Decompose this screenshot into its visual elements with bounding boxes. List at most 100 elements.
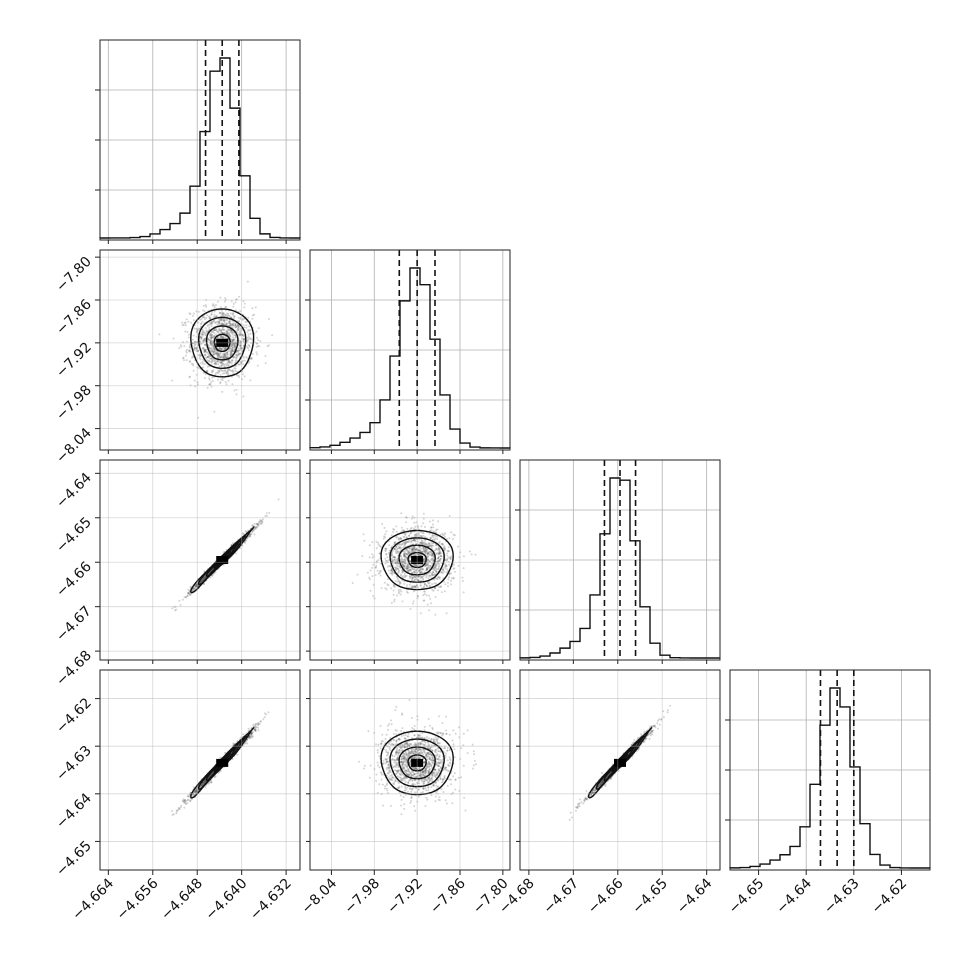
sample-point — [242, 356, 245, 359]
sample-point — [408, 583, 411, 586]
sample-point — [248, 325, 251, 328]
sample-point — [435, 565, 438, 568]
sample-point — [216, 360, 219, 363]
sample-point — [212, 346, 215, 349]
sample-point — [412, 590, 415, 593]
sample-point — [231, 343, 234, 346]
sample-point — [197, 354, 200, 357]
sample-point — [433, 569, 436, 572]
sample-point — [374, 574, 377, 577]
sample-point — [229, 316, 232, 319]
sample-point — [215, 363, 218, 366]
sample-point — [220, 318, 223, 321]
sample-point — [223, 321, 226, 324]
sample-point — [229, 369, 231, 372]
sample-point — [213, 348, 216, 351]
sample-point — [205, 330, 208, 333]
sample-point — [225, 354, 228, 357]
sample-point — [449, 556, 452, 559]
sample-point — [225, 322, 228, 325]
sample-point — [206, 370, 209, 373]
sample-point — [227, 361, 230, 364]
sample-point — [204, 334, 207, 337]
sample-point — [230, 359, 233, 362]
sample-point — [224, 352, 227, 355]
sample-point — [406, 527, 409, 530]
sample-point — [252, 735, 255, 738]
sample-point — [219, 312, 222, 315]
sample-point — [435, 570, 438, 573]
sample-point — [237, 327, 240, 330]
sample-point — [184, 330, 187, 333]
sample-point — [232, 346, 235, 349]
sample-point — [216, 320, 219, 323]
sample-point — [229, 354, 232, 357]
sample-point — [211, 333, 214, 336]
sample-point — [217, 369, 220, 372]
sample-point — [213, 335, 216, 338]
sample-point — [251, 352, 254, 355]
sample-point — [223, 348, 226, 351]
sample-point — [220, 362, 223, 364]
sample-point — [390, 569, 393, 572]
sample-point — [428, 551, 431, 554]
sample-point — [439, 585, 442, 588]
sample-point — [395, 525, 398, 528]
sample-point — [219, 317, 222, 320]
sample-point — [206, 356, 209, 358]
sample-point — [213, 350, 216, 353]
sample-point — [208, 328, 211, 331]
sample-point — [406, 541, 409, 543]
sample-point — [216, 359, 219, 362]
sample-point — [230, 340, 233, 343]
sample-point — [246, 339, 249, 342]
sample-point — [470, 553, 473, 556]
sample-point — [228, 360, 231, 362]
sample-point — [187, 333, 190, 336]
sample-point — [236, 327, 239, 329]
sample-point — [207, 315, 210, 318]
sample-point — [239, 330, 242, 333]
sample-point — [239, 345, 242, 348]
scatter-frame-2-0 — [99, 459, 301, 661]
sample-point — [393, 600, 396, 603]
sample-point — [426, 550, 429, 553]
sample-point — [219, 361, 222, 364]
sample-point — [209, 322, 212, 325]
sample-point — [221, 326, 224, 329]
sample-point — [422, 548, 425, 551]
sample-point — [223, 364, 226, 366]
sample-point — [227, 322, 230, 325]
sample-point — [418, 541, 421, 544]
sample-point — [216, 330, 219, 333]
sample-point — [444, 548, 447, 551]
sample-point — [397, 588, 400, 591]
histogram-steps-2 — [519, 477, 720, 659]
sample-point — [231, 349, 234, 351]
sample-point — [449, 583, 452, 586]
sample-point — [210, 334, 213, 337]
sample-point — [210, 325, 213, 328]
sample-point — [221, 390, 224, 393]
sample-point — [371, 566, 374, 569]
sample-point — [242, 338, 245, 341]
sample-point — [234, 301, 237, 304]
sample-point — [426, 581, 429, 584]
sample-point — [246, 347, 249, 350]
sample-point — [383, 526, 386, 529]
histogram-panel-1 — [305, 249, 511, 451]
sample-point — [249, 338, 252, 340]
sample-point — [211, 320, 214, 323]
sample-point — [356, 573, 359, 576]
sample-point — [218, 321, 221, 324]
sample-point — [205, 348, 208, 351]
sample-point — [256, 364, 259, 367]
sample-point — [202, 347, 205, 350]
sample-point — [225, 383, 228, 386]
sample-point — [420, 535, 423, 538]
sample-point — [181, 321, 184, 324]
sample-point — [233, 343, 236, 346]
sample-point — [228, 321, 231, 324]
sample-point — [225, 352, 228, 354]
sample-point — [232, 339, 235, 341]
